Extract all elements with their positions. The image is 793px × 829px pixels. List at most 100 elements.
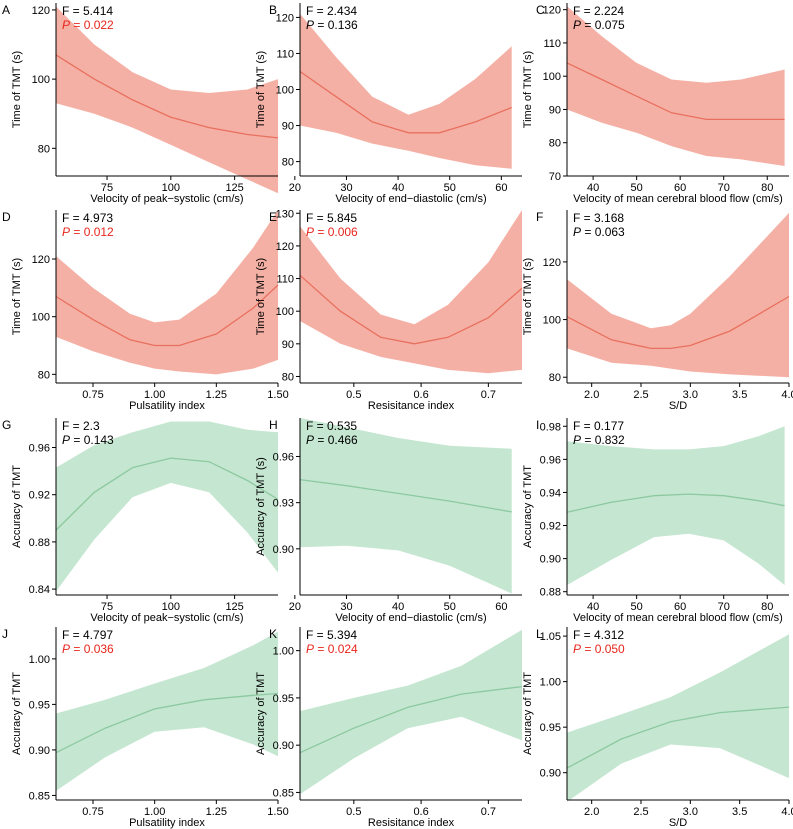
y-tick-label-b: 120	[276, 12, 294, 24]
y-tick-label-c: 70	[549, 171, 561, 183]
confidence-band-d	[56, 210, 278, 375]
p-number: = 0.024	[314, 642, 358, 656]
y-tick-label-h: 0.96	[273, 451, 294, 463]
panel-c: 40 50 60 70 80 70 80 90 100 110 120 Velocity of mea…	[522, 3, 789, 205]
y-tick-label-c: 110	[543, 38, 561, 50]
x-tick-label-i: 50	[631, 601, 643, 613]
confidence-band-f	[567, 212, 789, 378]
x-axis-label-l: S/D	[669, 817, 687, 829]
fitted-curve-b	[299, 70, 512, 134]
y-tick-label-k: 1.00	[273, 646, 294, 658]
x-tick-label-f: 4.0	[781, 389, 793, 401]
panel-d: 0.75 1.00 1.25 1.50 80 100 120 Pulsatility inde…	[2, 210, 289, 412]
fitted-curve-c	[566, 62, 785, 121]
x-axis-label-f: S/D	[669, 400, 687, 412]
p-number: = 0.832	[581, 433, 625, 447]
p-symbol: P	[573, 18, 581, 32]
x-tick-label-l: 2.0	[584, 806, 599, 818]
y-tick-label-l: 1.00	[540, 677, 561, 689]
y-axis-label-b: Time of TMT (s)	[255, 51, 267, 128]
p-value-a: P = 0.022	[62, 18, 114, 32]
y-tick-label-k: 0.90	[273, 740, 294, 752]
y-tick-label-b: 110	[276, 48, 294, 60]
fitted-curve-f	[566, 295, 790, 350]
x-axis-label-a: Velocity of peak−systolic (cm/s)	[90, 193, 243, 205]
y-axis-label-i: Accuracy of TMT	[522, 465, 534, 548]
p-symbol: P	[306, 642, 314, 656]
y-tick-label-g: 0.96	[29, 443, 50, 455]
confidence-band-h	[300, 418, 512, 594]
y-tick-label-e: 120	[276, 241, 294, 253]
y-tick-label-d: 80	[38, 369, 50, 381]
x-tick-label-c: 80	[761, 182, 773, 194]
y-tick-label-e: 80	[282, 371, 294, 383]
p-number: = 0.143	[70, 433, 114, 447]
y-axis-label-h: Accuracy of TMT (s)	[255, 457, 267, 556]
confidence-band-k	[300, 629, 522, 795]
p-symbol: P	[62, 642, 70, 656]
p-number: = 0.006	[314, 225, 358, 239]
f-statistic-e: F = 5.845	[306, 211, 357, 225]
panel-letter-g: G	[2, 418, 11, 432]
x-tick-label-k: 0.5	[346, 806, 361, 818]
y-tick-label-l: 1.05	[540, 631, 561, 643]
y-tick-label-c: 90	[549, 104, 561, 116]
p-value-e: P = 0.006	[306, 225, 358, 239]
y-tick-label-j: 1.00	[29, 654, 50, 666]
x-tick-label-d: 1.00	[144, 389, 165, 401]
x-tick-label-c: 70	[718, 182, 730, 194]
y-tick-label-k: 0.95	[273, 693, 294, 705]
p-symbol: P	[573, 225, 581, 239]
confidence-band-a	[56, 6, 278, 194]
p-symbol: P	[62, 433, 70, 447]
y-tick-label-i: 0.94	[540, 487, 561, 499]
y-tick-label-b: 100	[276, 85, 294, 97]
x-axis-label-j: Pulsatility index	[129, 817, 205, 829]
y-tick-label-e: 100	[276, 306, 294, 318]
x-tick-label-l: 2.5	[633, 806, 648, 818]
x-tick-label-i: 70	[718, 601, 730, 613]
fitted-curve-d	[55, 284, 279, 347]
y-tick-label-e: 130	[276, 208, 294, 220]
panel-letter-k: K	[269, 627, 277, 641]
x-axis-label-i: Velocity of mean cerebral blood flow (cm…	[573, 612, 783, 624]
x-tick-label-b: 30	[340, 182, 352, 194]
p-value-b: P = 0.136	[306, 18, 358, 32]
y-tick-label-j: 0.90	[29, 745, 50, 757]
panel-letter-l: L	[536, 627, 543, 641]
x-tick-label-k: 0.7	[481, 806, 496, 818]
x-tick-label-l: 4.0	[781, 806, 793, 818]
y-tick-label-i: 0.88	[540, 587, 561, 599]
y-tick-label-b: 80	[282, 157, 294, 169]
x-tick-label-l: 3.0	[683, 806, 698, 818]
x-axis-label-c: Velocity of mean cerebral blood flow (cm…	[573, 193, 783, 205]
y-tick-label-f: 120	[543, 257, 561, 269]
x-tick-label-i: 80	[761, 601, 773, 613]
y-tick-label-f: 80	[549, 372, 561, 384]
p-symbol: P	[62, 18, 70, 32]
panel-letter-i: I	[536, 418, 539, 432]
fitted-curve-i	[566, 493, 785, 513]
x-tick-label-f: 3.0	[683, 389, 698, 401]
panel-letter-b: B	[269, 3, 277, 17]
panel-letter-d: D	[2, 210, 11, 224]
panel-letter-f: F	[536, 210, 543, 224]
x-tick-label-k: 0.6	[413, 806, 428, 818]
p-value-c: P = 0.075	[573, 18, 625, 32]
panel-k: 0.5 0.6 0.7 0.85 0.90 0.95 1.00 Resisitance ind…	[255, 627, 523, 829]
x-axis-label-e: Resisitance index	[368, 400, 455, 412]
confidence-band-i	[567, 426, 785, 586]
y-tick-label-g: 0.92	[29, 490, 50, 502]
y-tick-label-k: 0.85	[273, 787, 294, 799]
y-tick-label-a: 80	[38, 143, 50, 155]
y-axis-label-e: Time of TMT (s)	[255, 258, 267, 335]
y-tick-label-h: 0.93	[273, 498, 294, 510]
panel-letter-c: C	[536, 3, 545, 17]
panel-j: 0.75 1.00 1.25 1.500.850.900.951.00Pulsatil…	[2, 627, 289, 829]
confidence-band-b	[300, 13, 512, 169]
x-tick-label-b: 20	[289, 182, 301, 194]
y-tick-label-c: 100	[543, 71, 561, 83]
x-axis-label-h: Velocity of end−diastolic (cm/s)	[335, 612, 486, 624]
panel-a: 75 100 125 80 100 120 Velocity of peak−systoli…	[2, 3, 279, 205]
